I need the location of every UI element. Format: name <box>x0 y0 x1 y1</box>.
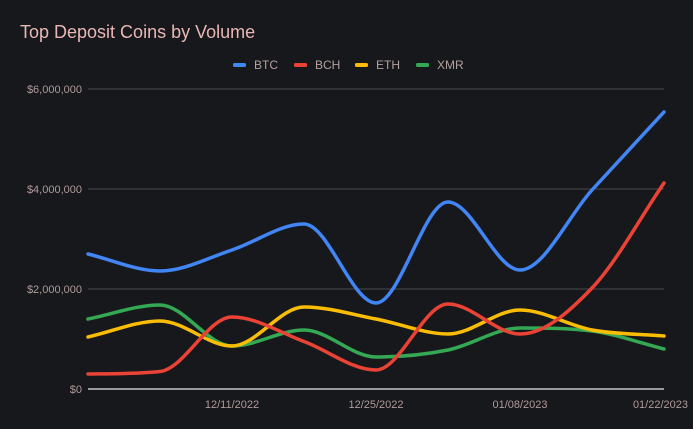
legend-label: BTC <box>254 58 278 72</box>
series-line-bch <box>86 181 666 376</box>
legend-item-bch[interactable]: BCH <box>294 58 340 72</box>
legend-label: XMR <box>437 58 464 72</box>
x-tick-label: 12/25/2022 <box>348 399 403 411</box>
series-line-btc <box>86 110 666 305</box>
legend-item-xmr[interactable]: XMR <box>416 58 464 72</box>
y-tick-label: $6,000,000 <box>27 84 82 96</box>
series-line-eth <box>86 305 666 348</box>
legend-item-eth[interactable]: ETH <box>355 58 400 72</box>
x-tick-label: 12/11/2022 <box>205 399 259 411</box>
x-tick-label: 01/22/2023 <box>633 399 688 411</box>
legend: BTC BCH ETH XMR <box>233 58 464 72</box>
gridlines <box>88 88 664 390</box>
legend-label: ETH <box>376 58 400 72</box>
chart-title: Top Deposit Coins by Volume <box>20 22 255 42</box>
legend-item-btc[interactable]: BTC <box>233 58 278 72</box>
legend-swatch <box>294 63 307 67</box>
x-tick-label: 01/08/2023 <box>492 399 547 411</box>
legend-label: BCH <box>315 58 340 72</box>
legend-swatch <box>416 63 429 67</box>
y-tick-label: $4,000,000 <box>27 184 82 196</box>
y-tick-label: $2,000,000 <box>27 284 82 296</box>
series-line-xmr <box>86 303 666 359</box>
x-axis-ticks: 12/11/2022 12/25/2022 01/08/2023 01/22/2023 <box>205 399 688 411</box>
legend-swatch <box>355 63 368 67</box>
y-axis-ticks: $0 $2,000,000 $4,000,000 $6,000,000 <box>27 84 82 396</box>
y-tick-label: $0 <box>70 384 82 396</box>
series-lines <box>86 110 666 376</box>
legend-swatch <box>233 63 246 67</box>
